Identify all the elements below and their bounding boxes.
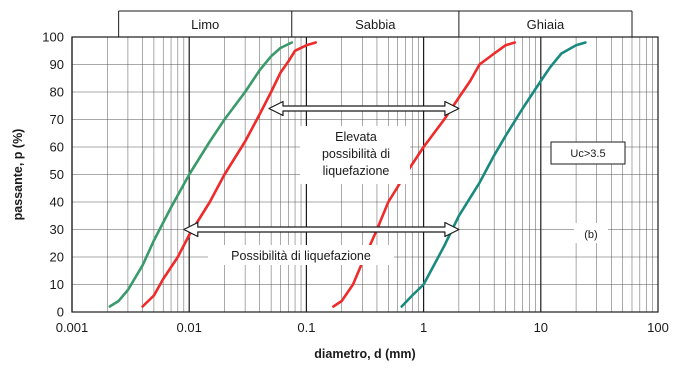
teal-grading-curve — [400, 41, 587, 308]
grading-curves — [108, 41, 587, 308]
uniformity-annotation: Uc>3.5 — [550, 141, 626, 165]
y-tick-label: 30 — [50, 222, 64, 237]
y-axis-title: passante, p (%) — [11, 129, 25, 221]
range-arrows — [183, 100, 460, 238]
high-liquefaction-line-1: Elevata — [335, 130, 377, 144]
band-label: Sabbia — [355, 17, 396, 32]
possible-liquefaction-annotation: Possibilità di liquefazione — [208, 245, 394, 265]
y-tick-label: 40 — [50, 195, 64, 210]
axis-labels: 0.001 0.01 0.1 1 10 100 0 10 20 30 40 50 60 70 80 90 100… — [11, 30, 669, 362]
band-label: Ghiaia — [527, 17, 565, 32]
possible-liquefaction-box — [208, 245, 394, 265]
plot-frame — [71, 36, 659, 313]
y-tick-label: 60 — [50, 140, 64, 155]
x-axis-title: diametro, d (mm) — [314, 347, 415, 361]
double-arrow — [183, 221, 460, 238]
panel-tag-label: (b) — [584, 229, 597, 241]
high-liquefaction-line-2: possibilità di — [322, 147, 390, 161]
y-tick-label: 10 — [50, 277, 64, 292]
x-tick-label: 0.1 — [297, 320, 315, 335]
x-tick-label: 10 — [534, 320, 548, 335]
panel-tag: (b) — [574, 223, 608, 243]
red-grading-curve — [141, 41, 317, 308]
y-tick-label: 100 — [42, 30, 64, 45]
y-tick-label: 0 — [57, 305, 64, 320]
y-tick-label: 20 — [50, 250, 64, 265]
uniformity-box — [550, 141, 626, 165]
y-tick-label: 90 — [50, 57, 64, 72]
high-liquefaction-box — [300, 126, 410, 184]
x-tick-label: 0.01 — [177, 320, 202, 335]
double-arrow — [268, 100, 460, 117]
band-label: Limo — [191, 17, 219, 32]
x-tick-label: 1 — [420, 320, 427, 335]
y-tick-label: 70 — [50, 112, 64, 127]
green-grading-curve — [108, 41, 294, 308]
possible-liquefaction-label: Possibilità di liquefazione — [231, 249, 371, 263]
y-tick-label: 80 — [50, 85, 64, 100]
high-liquefaction-annotation: Elevata possibilità di liquefazione — [300, 126, 410, 184]
y-tick-label: 50 — [50, 167, 64, 182]
panel-tag-box — [574, 223, 608, 243]
uniformity-label: Uc>3.5 — [570, 148, 605, 160]
red-grading-curve — [332, 41, 517, 308]
high-liquefaction-line-3: liquefazione — [323, 164, 390, 178]
x-tick-label: 0.001 — [56, 320, 89, 335]
x-tick-label: 100 — [647, 320, 669, 335]
